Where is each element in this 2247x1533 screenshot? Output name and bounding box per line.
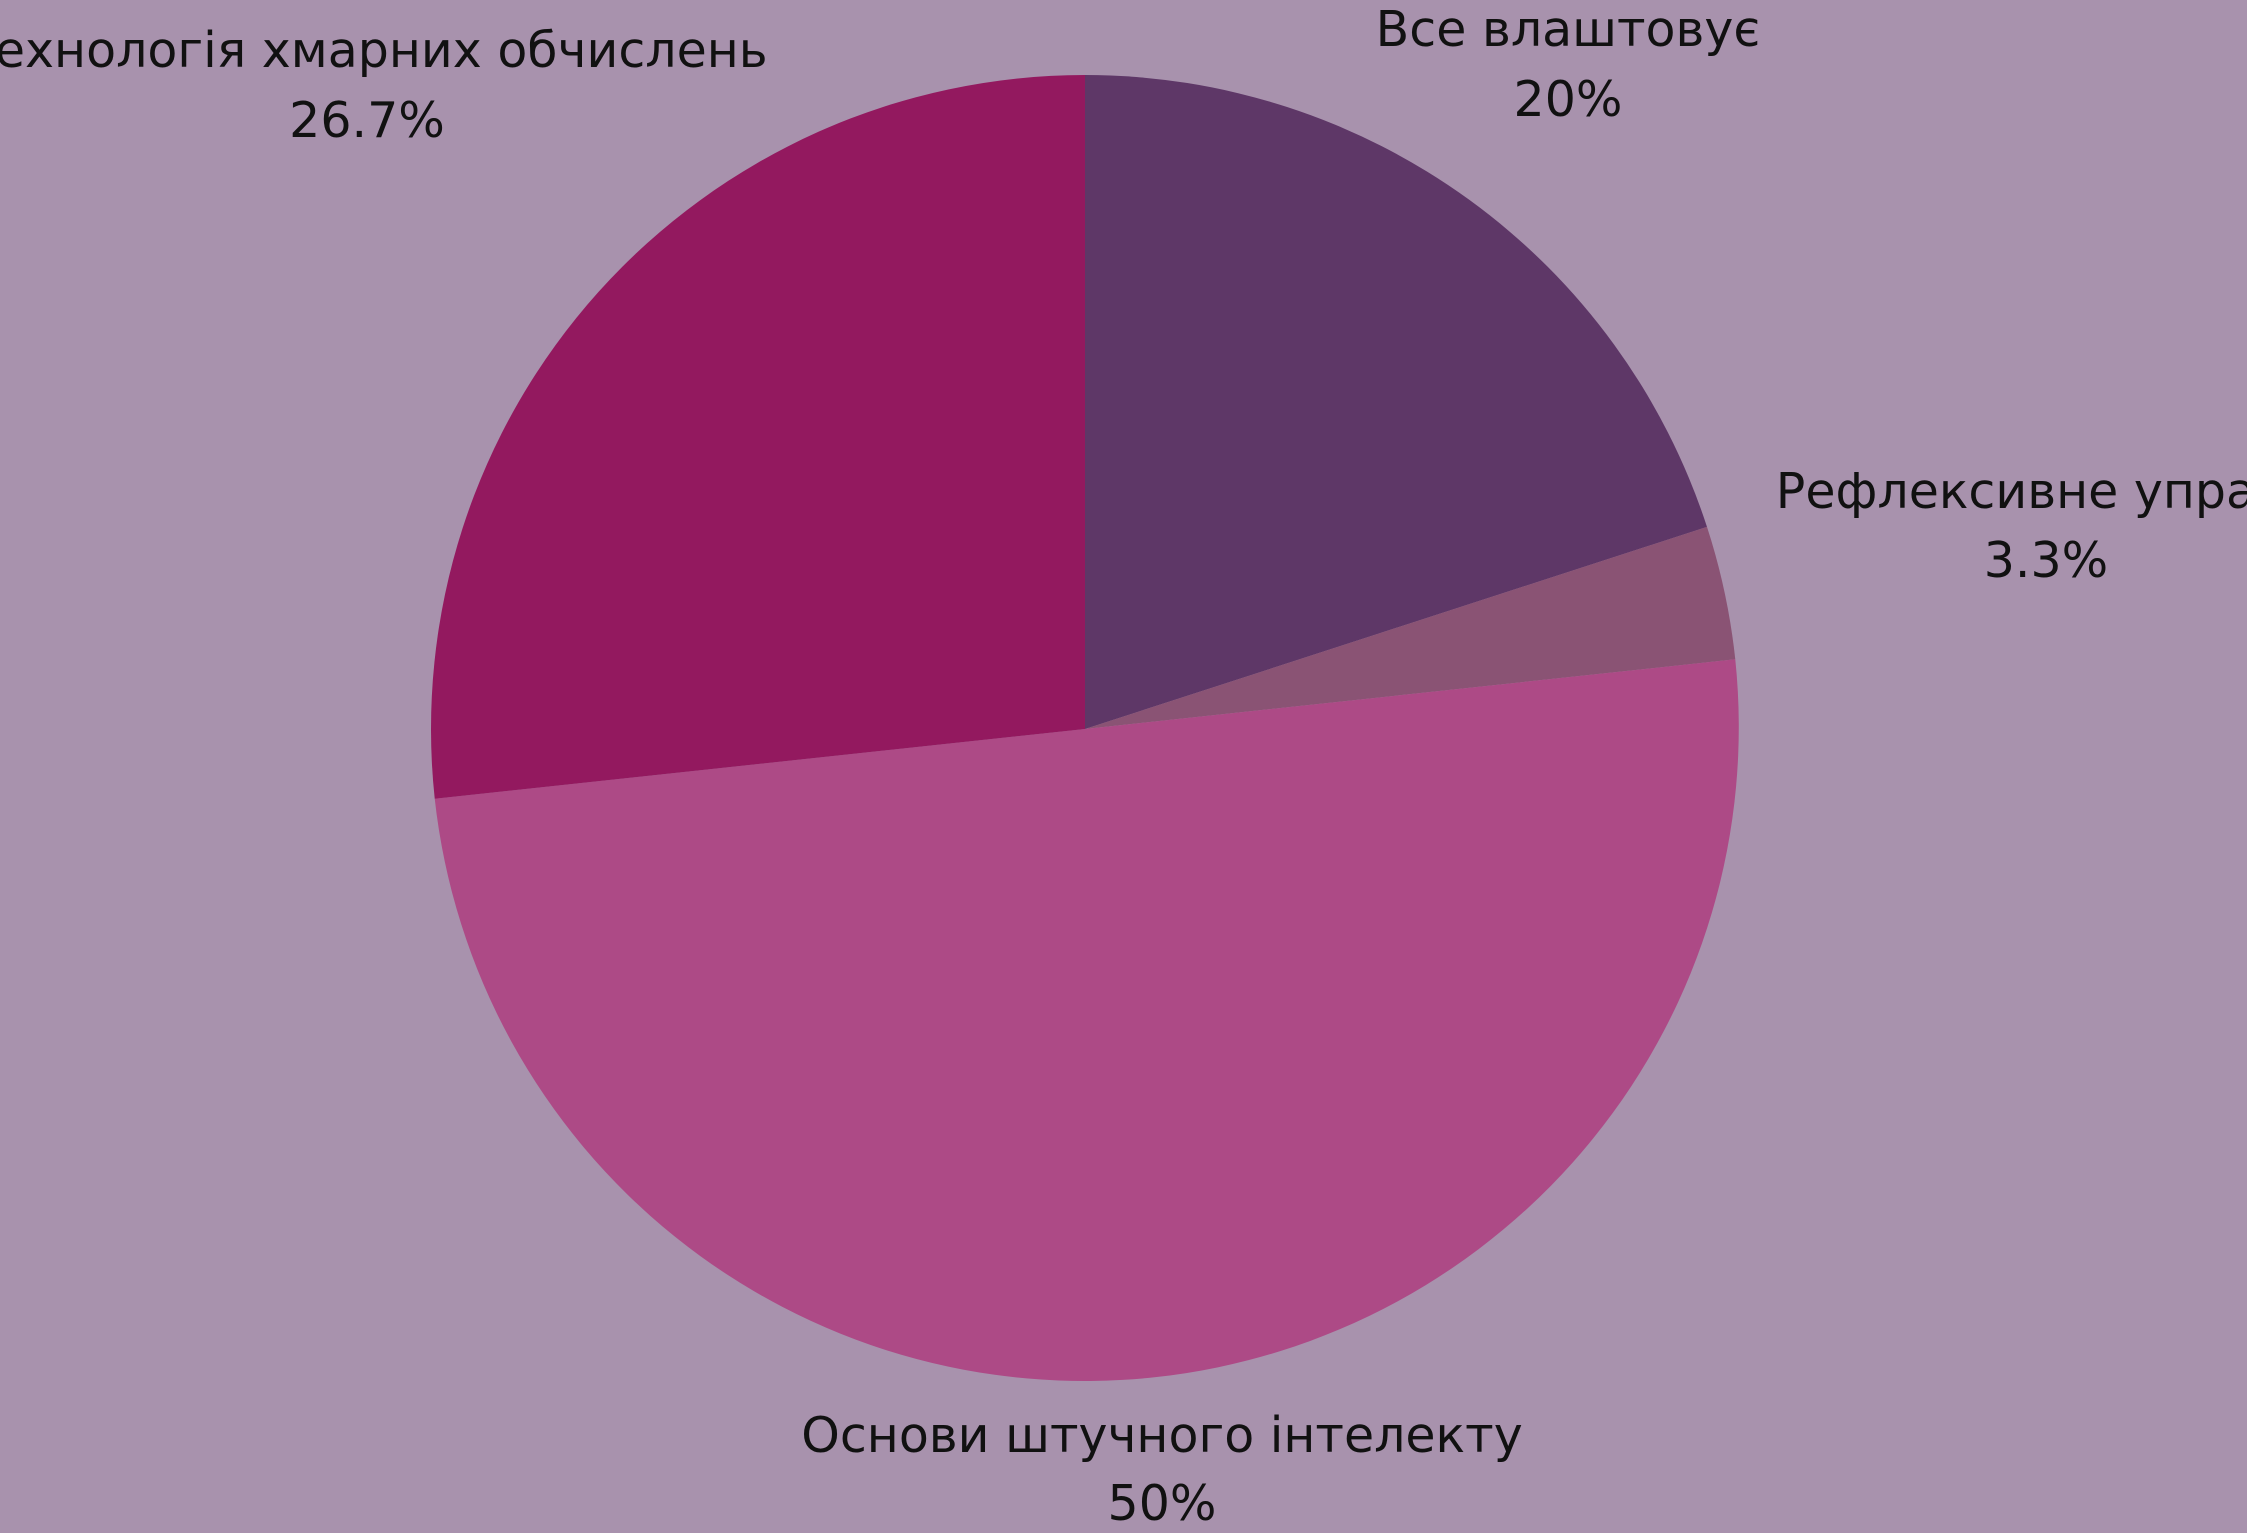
pie-slice [1085, 75, 1707, 729]
slice-percent-label: 26.7% [289, 92, 445, 149]
slice-percent-label: 3.3% [1984, 532, 2109, 589]
pie-slice [434, 659, 1739, 1382]
pie-slice [431, 75, 1085, 799]
pie-slices [431, 75, 1739, 1382]
slice-category-label: технологія хмарних обчислень [0, 22, 768, 79]
slice-percent-label: 50% [1108, 1475, 1217, 1532]
slice-percent-label: 20% [1514, 71, 1623, 128]
pie-slice [1085, 526, 1736, 729]
slice-category-label: Основи штучного інтелекту [801, 1407, 1522, 1464]
slice-category-label: Рефлексивне управл [1776, 463, 2247, 520]
slice-category-label: Все влаштовує [1376, 1, 1761, 58]
